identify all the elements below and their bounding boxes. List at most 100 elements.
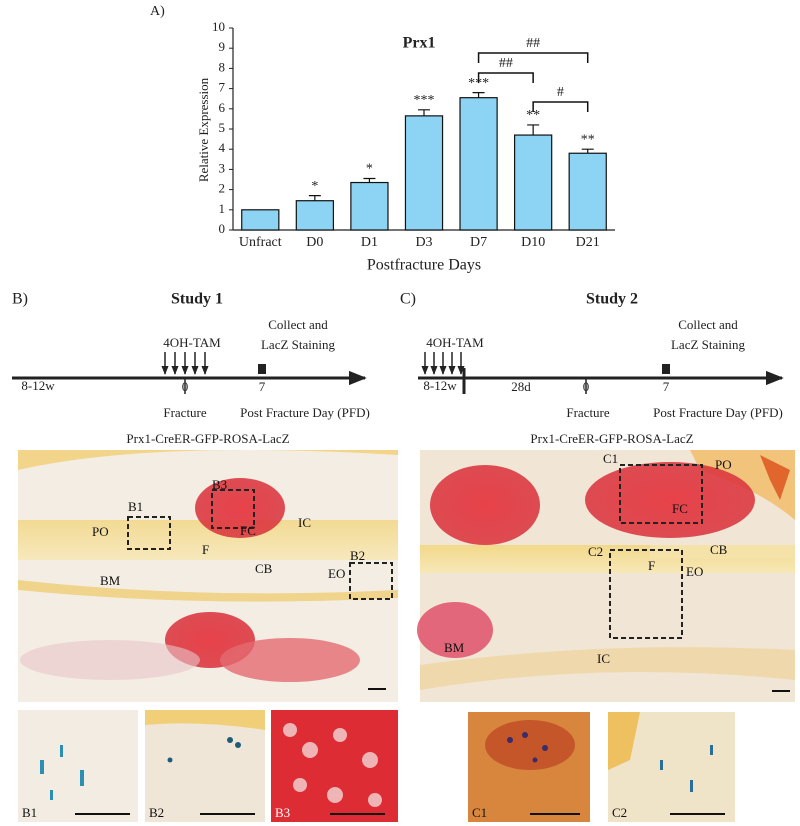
- bar: [295, 200, 335, 231]
- image-label: FC: [672, 501, 688, 516]
- timeline-label: 7: [663, 379, 670, 394]
- image-label: F: [648, 558, 655, 573]
- timeline-label: Fracture: [163, 405, 207, 420]
- timeline-label: 7: [259, 379, 266, 394]
- significance-label: *: [366, 162, 373, 177]
- comparison-bracket: [477, 72, 534, 83]
- x-tick-label: D3: [415, 235, 432, 250]
- timeline-label: 0: [583, 379, 590, 394]
- histology-image: [417, 450, 795, 702]
- timeline-label: 4OH-TAM: [163, 335, 221, 350]
- significance-label: **: [526, 108, 540, 123]
- x-tick-label: Unfract: [239, 235, 282, 250]
- panel-label: A): [150, 4, 165, 19]
- significance-label: *: [311, 179, 318, 194]
- y-tick-label: 3: [219, 160, 226, 175]
- image-label: BM: [100, 573, 121, 588]
- timeline-label: 8-12w: [21, 378, 55, 393]
- timeline: 4OH-TAM Collect and LacZ Staining 8-12w …: [418, 317, 784, 420]
- significance-label: **: [581, 132, 595, 147]
- y-tick-label: 7: [219, 80, 226, 95]
- comparison-label: ##: [499, 56, 513, 71]
- y-tick-label: 5: [219, 120, 226, 135]
- comparison-label: ##: [526, 36, 540, 51]
- image-label: EO: [686, 564, 703, 579]
- timeline-label: Post Fracture Day (PFD): [240, 405, 370, 420]
- comparison-bracket: [477, 52, 589, 63]
- error-bar: [418, 109, 430, 116]
- image-label: BM: [444, 640, 465, 655]
- y-tick-label: 0: [219, 221, 226, 236]
- x-tick-label: D21: [576, 235, 600, 250]
- inset-label: B3: [275, 805, 290, 820]
- timeline-label: LacZ Staining: [261, 337, 336, 352]
- image-title: Prx1-CreER-GFP-ROSA-LacZ: [126, 431, 289, 446]
- significance-label: ***: [468, 76, 489, 91]
- timeline-label: Collect and: [268, 317, 328, 332]
- error-bar: [581, 148, 594, 154]
- panel-label: C): [400, 291, 416, 308]
- image-label: PO: [715, 457, 732, 472]
- image-label: PO: [92, 524, 109, 539]
- timeline-label: Post Fracture Day (PFD): [653, 405, 783, 420]
- image-label: IC: [298, 515, 311, 530]
- error-bar: [308, 195, 321, 201]
- comparison-label: #: [557, 85, 564, 100]
- y-tick-label: 9: [219, 39, 226, 54]
- bar: [350, 181, 389, 231]
- panel-title: Study 2: [586, 291, 638, 308]
- timeline: 4OH-TAM Collect and LacZ Staining 8-12w …: [12, 317, 370, 420]
- timeline-label: LacZ Staining: [671, 337, 746, 352]
- image-label: B2: [350, 548, 365, 563]
- histology-image: [18, 450, 398, 702]
- image-label: IC: [597, 651, 610, 666]
- timeline-label: Fracture: [566, 405, 610, 420]
- timeline-label: 8-12w: [423, 378, 457, 393]
- image-label: C2: [588, 544, 603, 559]
- image-label: EO: [328, 566, 345, 581]
- y-tick-label: 8: [219, 59, 226, 74]
- significance-label: ***: [414, 93, 435, 108]
- inset-label: B2: [149, 805, 164, 820]
- x-tick-label: D1: [361, 235, 378, 250]
- timeline-label: 0: [182, 379, 189, 394]
- timeline-label: Collect and: [678, 317, 738, 332]
- error-bar: [472, 92, 485, 98]
- inset-images: [468, 712, 735, 822]
- inset-label: B1: [22, 805, 37, 820]
- inset-label: C2: [612, 805, 627, 820]
- bar: [513, 134, 553, 231]
- y-tick-label: 6: [219, 100, 226, 115]
- y-axis-title: Relative Expression: [196, 77, 211, 182]
- image-label: CB: [710, 542, 728, 557]
- image-title: Prx1-CreER-GFP-ROSA-LacZ: [530, 431, 693, 446]
- y-tick-label: 1: [219, 201, 226, 216]
- inset-label: C1: [472, 805, 487, 820]
- y-tick-label: 10: [212, 19, 225, 34]
- image-label: F: [202, 542, 209, 557]
- panel-title: Study 1: [171, 291, 223, 308]
- image-label: CB: [255, 561, 273, 576]
- x-tick-label: D0: [306, 235, 323, 250]
- image-label: C1: [603, 451, 618, 466]
- y-tick-label: 4: [219, 140, 226, 155]
- y-tick-label: 2: [219, 181, 226, 196]
- bar: [459, 97, 498, 231]
- error-bar: [527, 124, 540, 136]
- image-label: B1: [128, 499, 143, 514]
- panel-label: B): [12, 291, 28, 308]
- bar: [241, 209, 280, 231]
- bar: [568, 152, 607, 231]
- error-bar: [363, 177, 376, 183]
- timeline-label: 28d: [511, 379, 531, 394]
- image-label: FC: [240, 523, 256, 538]
- bar-chart: 0 1 2 3 4 5 6 7 8 9 10 Unfract D0 * D1 * D3 *** D7 *** D10 **…: [212, 19, 615, 250]
- bar: [404, 115, 444, 231]
- x-axis-title: Postfracture Days: [367, 257, 481, 274]
- x-tick-label: D7: [470, 235, 487, 250]
- image-label: B3: [212, 477, 227, 492]
- chart-title: Prx1: [403, 35, 436, 52]
- timeline-label: 4OH-TAM: [426, 335, 484, 350]
- x-tick-label: D10: [521, 235, 545, 250]
